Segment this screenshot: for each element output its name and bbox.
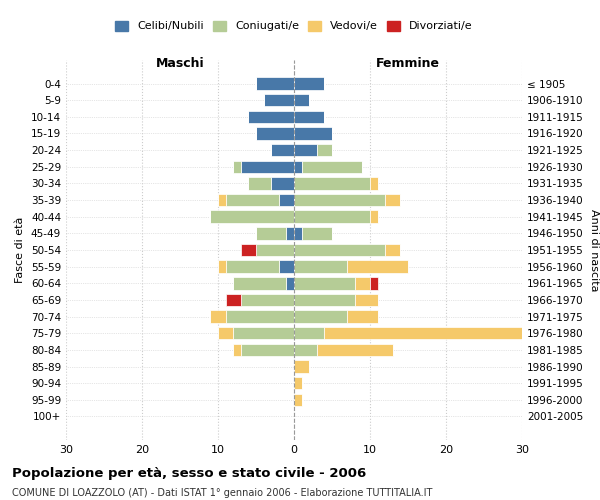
Bar (233, 344, 241, 356)
Bar (218, 327, 233, 340)
Bar (263, 94, 294, 106)
Bar (279, 194, 294, 206)
Bar (211, 210, 294, 223)
Bar (294, 110, 325, 123)
Bar (233, 277, 286, 289)
Bar (271, 144, 294, 156)
Bar (370, 177, 377, 190)
Bar (325, 327, 522, 340)
Bar (347, 260, 408, 273)
Bar (294, 310, 347, 323)
Bar (294, 144, 317, 156)
Bar (385, 194, 400, 206)
Bar (370, 210, 377, 223)
Bar (294, 160, 302, 173)
Bar (294, 194, 385, 206)
Bar (226, 310, 294, 323)
Bar (294, 327, 325, 340)
Bar (294, 78, 325, 90)
Bar (256, 78, 294, 90)
Bar (294, 277, 355, 289)
Bar (294, 377, 302, 390)
Bar (233, 327, 294, 340)
Bar (302, 160, 362, 173)
Y-axis label: Fasce di età: Fasce di età (16, 217, 25, 283)
Bar (294, 360, 309, 373)
Bar (294, 177, 370, 190)
Bar (294, 94, 309, 106)
Bar (294, 127, 332, 140)
Y-axis label: Anni di nascita: Anni di nascita (589, 209, 599, 291)
Bar (226, 294, 241, 306)
Bar (294, 260, 347, 273)
Bar (355, 294, 377, 306)
Bar (385, 244, 400, 256)
Bar (226, 194, 279, 206)
Text: Maschi: Maschi (155, 57, 205, 70)
Bar (286, 227, 294, 239)
Bar (355, 277, 370, 289)
Bar (317, 144, 332, 156)
Bar (302, 227, 332, 239)
Text: Femmine: Femmine (376, 57, 440, 70)
Bar (294, 227, 302, 239)
Text: COMUNE DI LOAZZOLO (AT) - Dati ISTAT 1° gennaio 2006 - Elaborazione TUTTITALIA.I: COMUNE DI LOAZZOLO (AT) - Dati ISTAT 1° … (12, 488, 433, 498)
Bar (226, 260, 279, 273)
Bar (279, 260, 294, 273)
Bar (294, 344, 317, 356)
Bar (233, 160, 241, 173)
Bar (347, 310, 377, 323)
Bar (294, 294, 355, 306)
Bar (317, 344, 393, 356)
Bar (294, 244, 385, 256)
Bar (370, 277, 377, 289)
Bar (248, 177, 271, 190)
Bar (241, 294, 294, 306)
Bar (256, 227, 286, 239)
Bar (294, 210, 370, 223)
Bar (286, 277, 294, 289)
Bar (256, 127, 294, 140)
Bar (248, 110, 294, 123)
Text: Popolazione per età, sesso e stato civile - 2006: Popolazione per età, sesso e stato civil… (12, 468, 366, 480)
Bar (218, 260, 226, 273)
Bar (241, 344, 294, 356)
Bar (241, 160, 294, 173)
Bar (218, 194, 226, 206)
Bar (256, 244, 294, 256)
Bar (241, 244, 256, 256)
Bar (271, 177, 294, 190)
Bar (211, 310, 226, 323)
Legend: Celibi/Nubili, Coniugati/e, Vedovi/e, Divorziati/e: Celibi/Nubili, Coniugati/e, Vedovi/e, Di… (111, 16, 477, 36)
Bar (294, 394, 302, 406)
